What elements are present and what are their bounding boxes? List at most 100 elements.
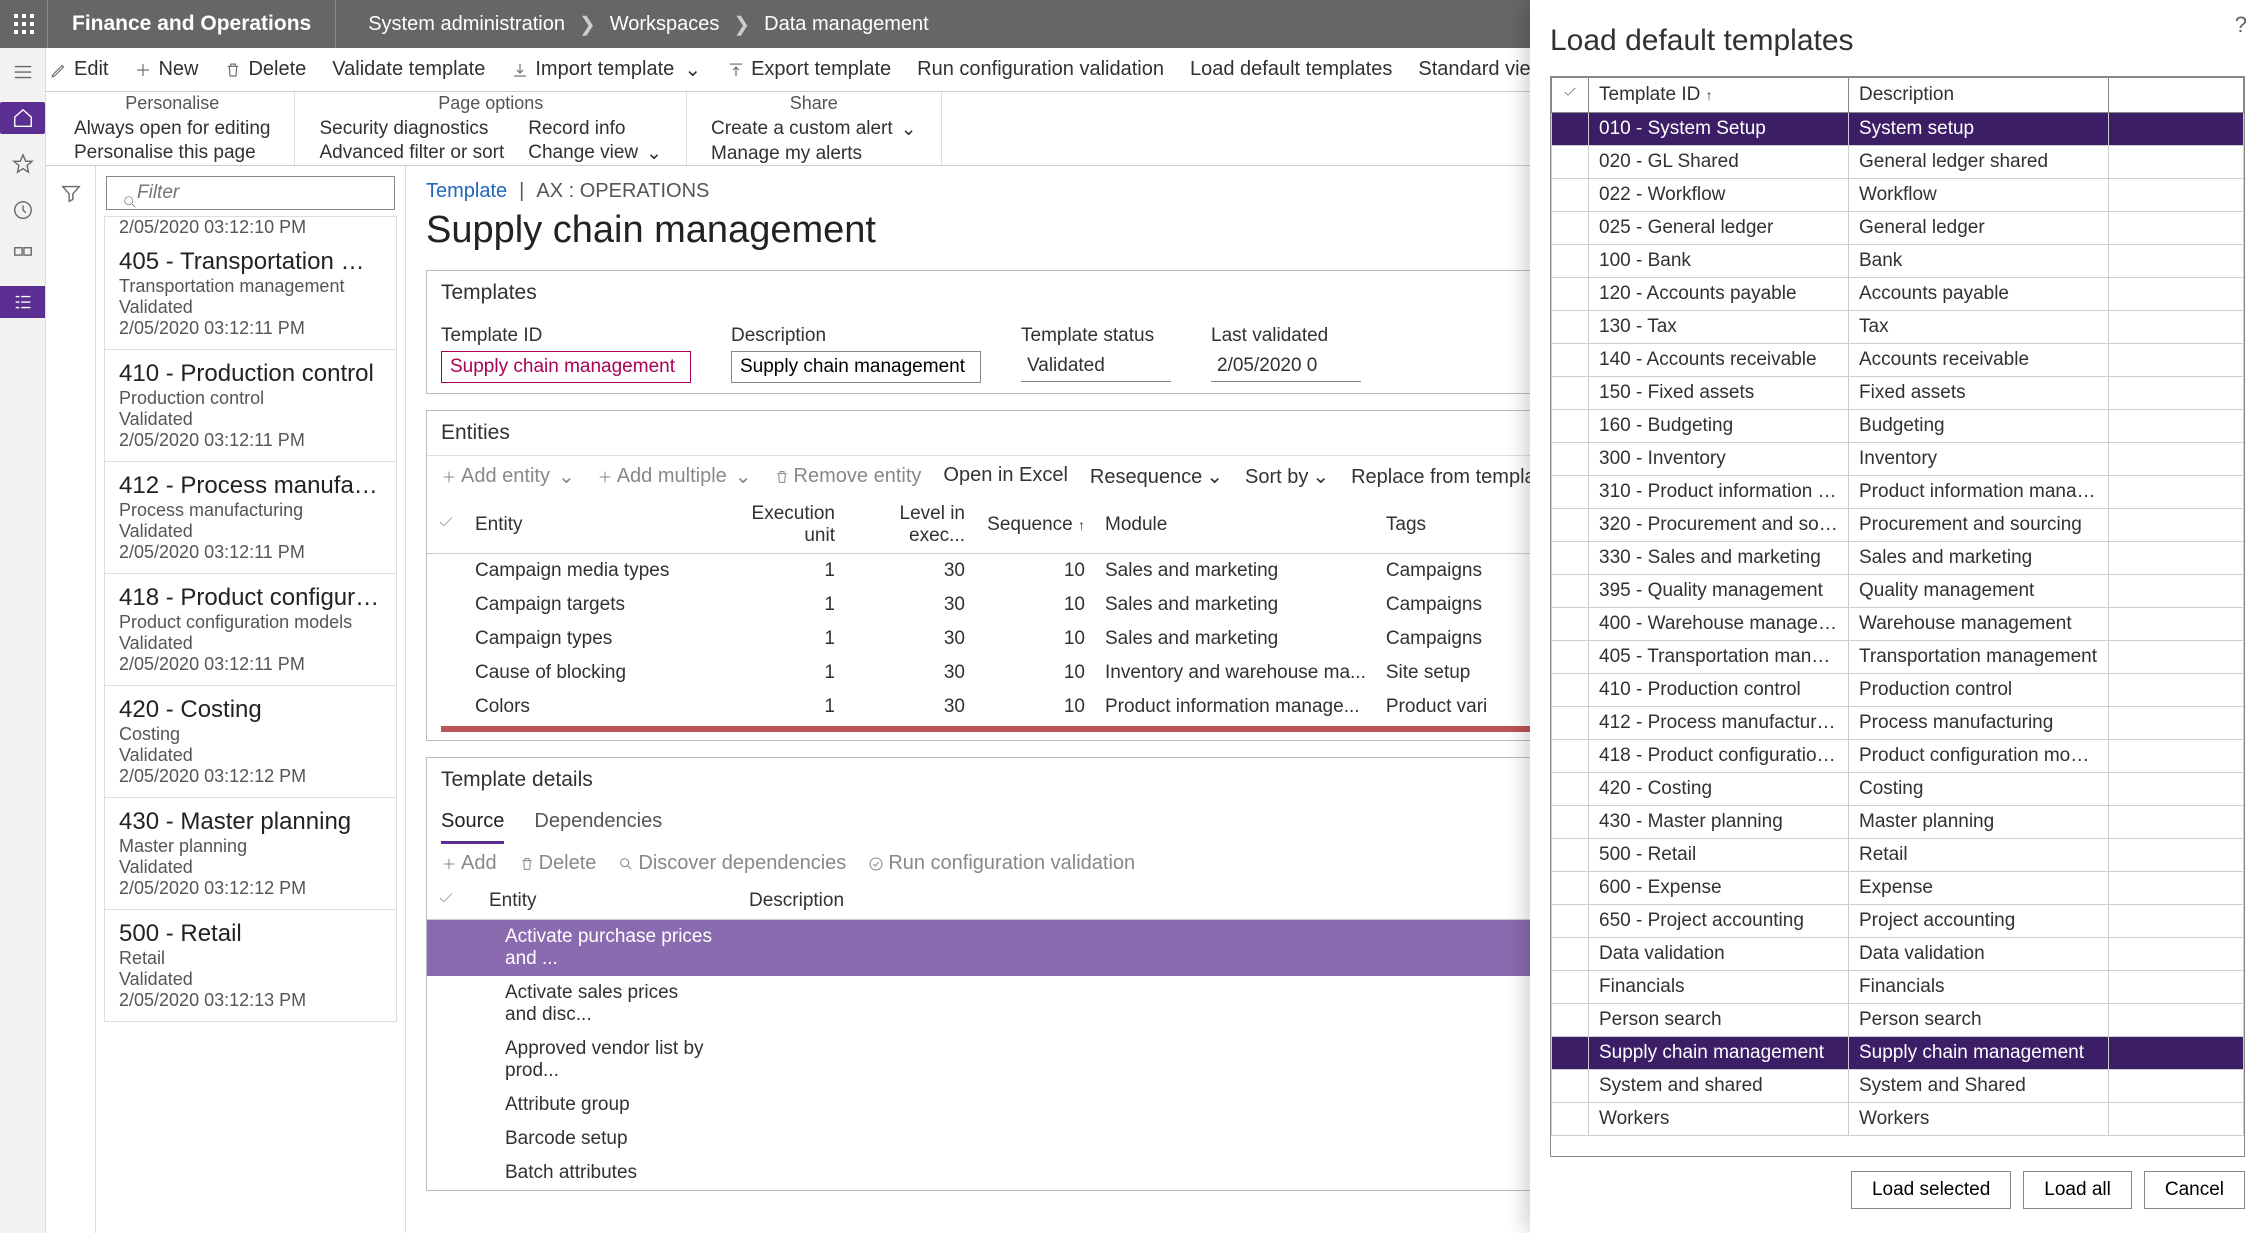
table-row[interactable]: 320 - Procurement and sourci...Procureme… [1552,509,2244,542]
col-description[interactable]: Description [1849,78,2109,113]
table-row[interactable]: 500 - RetailRetail [1552,839,2244,872]
list-item[interactable]: 500 - Retail Retail Validated 2/05/2020 … [105,909,396,1021]
export-template-button[interactable]: Export template [727,58,891,81]
crumb-datamgmt[interactable]: Data management [764,13,929,36]
load-all-button[interactable]: Load all [2023,1171,2132,1209]
table-row[interactable]: 150 - Fixed assetsFixed assets [1552,377,2244,410]
col-entity[interactable]: Entity [479,883,739,920]
add-multiple-button[interactable]: Add multiple⌄ [597,464,752,489]
recent-icon[interactable] [7,194,39,226]
table-row[interactable]: 100 - BankBank [1552,245,2244,278]
new-button[interactable]: New [134,58,198,81]
table-row[interactable]: 025 - General ledgerGeneral ledger [1552,212,2244,245]
table-row[interactable]: Person searchPerson search [1552,1004,2244,1037]
list-item[interactable]: 412 - Process manufactur. Process manufa… [105,461,396,573]
list-item[interactable]: 430 - Master planning Master planning Va… [105,797,396,909]
load-default-templates-button[interactable]: Load default templates [1190,58,1392,81]
tab-dependencies[interactable]: Dependencies [534,810,662,844]
change-view[interactable]: Change view⌄ [528,142,662,165]
table-row[interactable]: 395 - Quality managementQuality manageme… [1552,575,2244,608]
app-launcher-icon[interactable] [0,0,48,48]
table-row[interactable]: 405 - Transportation manage...Transporta… [1552,641,2244,674]
home-icon[interactable] [0,102,45,134]
table-row[interactable]: 310 - Product information ma...Product i… [1552,476,2244,509]
filter-pane-toggle[interactable] [46,166,96,1233]
hamburger-icon[interactable] [7,56,39,88]
table-row[interactable]: Supply chain managementSupply chain mana… [1552,1037,2244,1070]
personalise-this-page[interactable]: Personalise this page [74,142,270,164]
run-config-validation-source-button[interactable]: Run configuration validation [868,852,1135,875]
record-info[interactable]: Record info [528,118,662,140]
import-template-button[interactable]: Import template⌄ [511,57,701,82]
standard-view-button[interactable]: Standard view [1418,58,1545,81]
table-row[interactable]: 330 - Sales and marketingSales and marke… [1552,542,2244,575]
table-row[interactable]: System and sharedSystem and Shared [1552,1070,2244,1103]
create-custom-alert[interactable]: Create a custom alert⌄ [711,118,917,141]
validate-template-button[interactable]: Validate template [332,58,485,81]
table-row[interactable]: 418 - Product configuration ...Product c… [1552,740,2244,773]
template-link[interactable]: Template [426,180,507,203]
table-row[interactable]: WorkersWorkers [1552,1103,2244,1136]
table-row[interactable]: 412 - Process manufacturingProcess manuf… [1552,707,2244,740]
table-row[interactable]: 650 - Project accountingProject accounti… [1552,905,2244,938]
resequence-button[interactable]: Resequence⌄ [1090,464,1223,489]
table-row[interactable]: 430 - Master planningMaster planning [1552,806,2244,839]
table-row[interactable]: 420 - CostingCosting [1552,773,2244,806]
table-row[interactable]: 130 - TaxTax [1552,311,2244,344]
col-module[interactable]: Module [1095,497,1376,554]
table-row[interactable]: 020 - GL SharedGeneral ledger shared [1552,146,2244,179]
filter-input[interactable] [106,176,395,210]
col-level[interactable]: Level in exec... [845,497,975,554]
delete-button[interactable]: Delete [224,58,306,81]
favorites-icon[interactable] [7,148,39,180]
security-diagnostics[interactable]: Security diagnostics [319,118,504,140]
col-template-id[interactable]: Template ID ↑ [1589,78,1849,113]
run-config-validation-button[interactable]: Run configuration validation [917,58,1164,81]
table-row[interactable]: 400 - Warehouse managementWarehouse mana… [1552,608,2244,641]
col-entity[interactable]: Entity [465,497,725,554]
select-all-checkbox[interactable] [1552,78,1589,113]
table-row[interactable]: 140 - Accounts receivableAccounts receiv… [1552,344,2244,377]
manage-my-alerts[interactable]: Manage my alerts [711,143,917,165]
add-entity-button[interactable]: Add entity⌄ [441,464,575,489]
load-selected-button[interactable]: Load selected [1851,1171,2011,1209]
cancel-button[interactable]: Cancel [2144,1171,2245,1209]
list-item[interactable]: 420 - Costing Costing Validated 2/05/202… [105,685,396,797]
list-item[interactable]: 418 - Product configurati. Product confi… [105,573,396,685]
crumb-workspaces[interactable]: Workspaces [610,13,720,36]
discover-dependencies-button[interactable]: Discover dependencies [618,852,846,875]
table-row[interactable]: 300 - InventoryInventory [1552,443,2244,476]
table-row[interactable]: Data validationData validation [1552,938,2244,971]
col-sequence[interactable]: Sequence ↑ [975,497,1095,554]
open-in-excel-button[interactable]: Open in Excel [943,464,1068,489]
select-all-checkbox[interactable] [427,497,465,554]
col-execution-unit[interactable]: Execution unit [725,497,845,554]
table-row[interactable]: FinancialsFinancials [1552,971,2244,1004]
select-all-checkbox[interactable] [427,883,479,920]
templates-grid[interactable]: Template ID ↑ Description 010 - System S… [1551,77,2244,1136]
add-source-button[interactable]: Add [441,852,497,875]
modules-icon[interactable] [0,286,45,318]
table-row[interactable]: 160 - BudgetingBudgeting [1552,410,2244,443]
always-open-editing[interactable]: Always open for editing [74,118,270,140]
table-row[interactable]: 120 - Accounts payableAccounts payable [1552,278,2244,311]
edit-button[interactable]: Edit [50,58,108,81]
table-row[interactable]: 010 - System SetupSystem setup [1552,113,2244,146]
template-id-input[interactable] [441,351,691,383]
advanced-filter-sort[interactable]: Advanced filter or sort [319,142,504,164]
crumb-sysadmin[interactable]: System administration [368,13,565,36]
table-row[interactable]: 600 - ExpenseExpense [1552,872,2244,905]
help-icon[interactable]: ? [2235,12,2247,38]
list-item[interactable]: 410 - Production control Production cont… [105,349,396,461]
remove-entity-button[interactable]: Remove entity [774,464,922,489]
table-row[interactable]: 022 - WorkflowWorkflow [1552,179,2244,212]
list-item[interactable]: 405 - Transportation ma.. Transportation… [105,238,396,349]
workspaces-icon[interactable] [7,240,39,272]
sort-by-button[interactable]: Sort by⌄ [1245,464,1329,489]
table-row[interactable]: 410 - Production controlProduction contr… [1552,674,2244,707]
description-input[interactable] [731,351,981,383]
app-name[interactable]: Finance and Operations [48,0,336,48]
list-item-sub: Product configuration models [119,612,382,633]
delete-source-button[interactable]: Delete [519,852,597,875]
tab-source[interactable]: Source [441,810,504,844]
